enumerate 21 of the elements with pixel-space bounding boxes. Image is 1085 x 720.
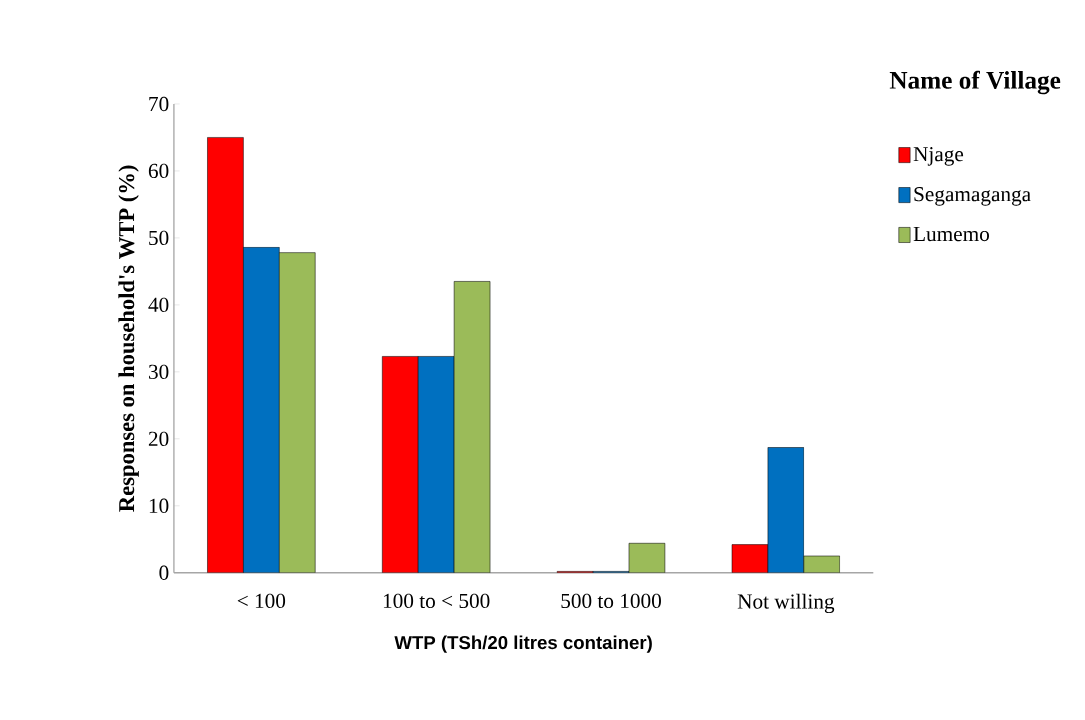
bar — [382, 356, 419, 573]
x-tick-label: < 100 — [237, 593, 286, 608]
x-tick-label: Not willing — [737, 593, 835, 613]
bar — [207, 137, 244, 573]
x-tick-label: 500 to 1000 — [561, 593, 661, 608]
y-tick-label: 30 — [148, 364, 169, 379]
legend-title: Name of Village — [889, 70, 1061, 95]
y-tick-label: 50 — [149, 230, 169, 245]
y-tick-label: 20 — [148, 431, 169, 446]
legend-label: Njage — [913, 146, 964, 166]
y-tick-label: 0 — [159, 565, 169, 580]
y-axis-title: Responses on household's WTP (%) — [118, 165, 139, 512]
y-tick-label: 40 — [148, 297, 169, 312]
y-tick-label: 60 — [148, 163, 169, 179]
legend-label: Lumemo — [913, 226, 990, 242]
x-axis-title: WTP (TSh/20 litres container) — [394, 635, 652, 653]
x-tick-label: 100 to < 500 — [383, 593, 490, 608]
y-tick-label: 70 — [149, 96, 169, 112]
bar — [731, 544, 769, 573]
y-tick-label: 10 — [149, 498, 169, 513]
legend-label: Segamaganga — [914, 186, 1031, 206]
